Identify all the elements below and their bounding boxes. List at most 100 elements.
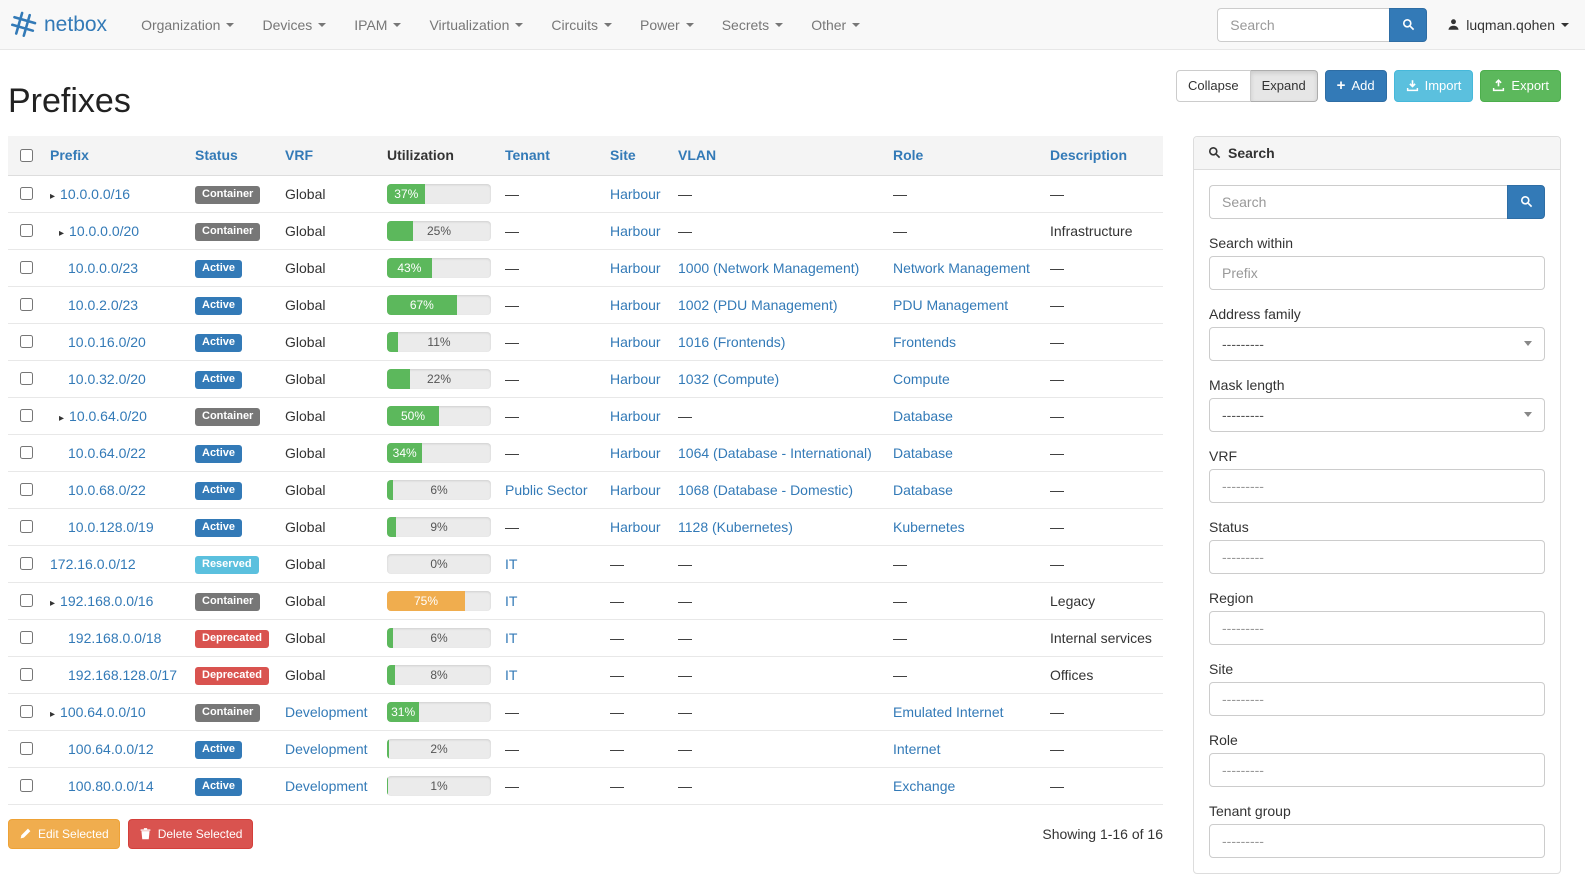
site-link[interactable]: Harbour xyxy=(610,481,661,498)
collapse-button[interactable]: Collapse xyxy=(1175,70,1251,102)
role-link[interactable]: Network Management xyxy=(893,259,1030,276)
global-search-button[interactable] xyxy=(1389,7,1428,42)
sidebar-search-button[interactable] xyxy=(1507,184,1545,219)
role-link[interactable]: Compute xyxy=(893,370,950,387)
row-checkbox[interactable] xyxy=(20,779,33,793)
vlan-link[interactable]: 1128 (Kubernetes) xyxy=(678,518,793,535)
column-header-tenant[interactable]: Tenant xyxy=(497,135,602,176)
expand-button[interactable]: Expand xyxy=(1250,70,1318,102)
column-header-vrf[interactable]: VRF xyxy=(277,135,379,176)
site-link[interactable]: Harbour xyxy=(610,259,661,276)
prefix-link[interactable]: 10.0.0.0/23 xyxy=(68,259,139,276)
filter-vrf-select[interactable]: --------- xyxy=(1209,468,1545,503)
nav-item-devices[interactable]: Devices xyxy=(248,0,340,50)
prefix-link[interactable]: 172.16.0.0/12 xyxy=(50,555,136,572)
nav-item-ipam[interactable]: IPAM xyxy=(340,0,415,50)
prefix-link[interactable]: 10.0.32.0/20 xyxy=(68,370,146,387)
vrf-link[interactable]: Development xyxy=(285,777,368,794)
nav-item-organization[interactable]: Organization xyxy=(127,0,248,50)
filter-region-select[interactable]: --------- xyxy=(1209,610,1545,645)
prefix-link[interactable]: 10.0.128.0/19 xyxy=(68,518,154,535)
nav-item-power[interactable]: Power xyxy=(626,0,708,50)
row-checkbox[interactable] xyxy=(20,446,33,460)
expand-caret-icon[interactable]: ▸ xyxy=(59,227,65,239)
row-checkbox[interactable] xyxy=(20,631,33,645)
role-link[interactable]: Emulated Internet xyxy=(893,703,1004,720)
role-link[interactable]: Frontends xyxy=(893,333,957,350)
row-checkbox[interactable] xyxy=(20,668,33,682)
column-header-description[interactable]: Description xyxy=(1042,135,1163,176)
vlan-link[interactable]: 1002 (PDU Management) xyxy=(678,296,838,313)
vlan-link[interactable]: 1000 (Network Management) xyxy=(678,259,860,276)
nav-item-circuits[interactable]: Circuits xyxy=(537,0,626,50)
expand-caret-icon[interactable]: ▸ xyxy=(50,190,56,202)
role-link[interactable]: Database xyxy=(893,481,953,498)
expand-caret-icon[interactable]: ▸ xyxy=(50,597,56,609)
site-link[interactable]: Harbour xyxy=(610,444,661,461)
vrf-link[interactable]: Development xyxy=(285,703,368,720)
row-checkbox[interactable] xyxy=(20,742,33,756)
filter-site-select[interactable]: --------- xyxy=(1209,681,1545,716)
export-button[interactable]: Export xyxy=(1480,70,1561,102)
column-header-status[interactable]: Status xyxy=(187,135,277,176)
prefix-link[interactable]: 10.0.2.0/23 xyxy=(68,296,139,313)
import-button[interactable]: Import xyxy=(1393,70,1474,102)
nav-item-virtualization[interactable]: Virtualization xyxy=(415,0,537,50)
prefix-link[interactable]: 10.0.0.0/20 xyxy=(69,222,140,239)
site-link[interactable]: Harbour xyxy=(610,296,661,313)
vrf-link[interactable]: Development xyxy=(285,740,368,757)
prefix-link[interactable]: 10.0.64.0/22 xyxy=(68,444,146,461)
vlan-link[interactable]: 1016 (Frontends) xyxy=(678,333,786,350)
tenant-link[interactable]: IT xyxy=(505,555,518,572)
add-button[interactable]: + Add xyxy=(1324,70,1387,102)
role-link[interactable]: Kubernetes xyxy=(893,518,965,535)
row-checkbox[interactable] xyxy=(20,705,33,719)
tenant-link[interactable]: IT xyxy=(505,592,518,609)
column-header-prefix[interactable]: Prefix xyxy=(42,135,187,176)
filter-tenant-group-select[interactable]: --------- xyxy=(1209,823,1545,858)
nav-item-secrets[interactable]: Secrets xyxy=(708,0,797,50)
prefix-link[interactable]: 192.168.0.0/16 xyxy=(60,592,154,609)
prefix-link[interactable]: 192.168.128.0/17 xyxy=(68,666,177,683)
role-link[interactable]: Exchange xyxy=(893,777,956,794)
tenant-link[interactable]: IT xyxy=(505,629,518,646)
role-link[interactable]: PDU Management xyxy=(893,296,1009,313)
role-link[interactable]: Internet xyxy=(893,740,941,757)
select-all-checkbox[interactable] xyxy=(20,148,33,162)
prefix-link[interactable]: 100.64.0.0/10 xyxy=(60,703,146,720)
site-link[interactable]: Harbour xyxy=(610,333,661,350)
sidebar-search-input[interactable] xyxy=(1209,184,1507,219)
row-checkbox[interactable] xyxy=(20,335,33,349)
column-header-vlan[interactable]: VLAN xyxy=(670,135,885,176)
site-link[interactable]: Harbour xyxy=(610,370,661,387)
column-header-site[interactable]: Site xyxy=(602,135,670,176)
row-checkbox[interactable] xyxy=(20,187,33,201)
prefix-link[interactable]: 10.0.64.0/20 xyxy=(69,407,147,424)
site-link[interactable]: Harbour xyxy=(610,185,661,202)
user-menu[interactable]: luqman.qohen xyxy=(1447,17,1573,33)
site-link[interactable]: Harbour xyxy=(610,407,661,424)
filter-role-select[interactable]: --------- xyxy=(1209,752,1545,787)
site-link[interactable]: Harbour xyxy=(610,518,661,535)
prefix-link[interactable]: 10.0.16.0/20 xyxy=(68,333,146,350)
filter-search-within-input[interactable] xyxy=(1209,255,1545,290)
vlan-link[interactable]: 1032 (Compute) xyxy=(678,370,780,387)
row-checkbox[interactable] xyxy=(20,224,33,238)
vlan-link[interactable]: 1068 (Database - Domestic) xyxy=(678,481,854,498)
row-checkbox[interactable] xyxy=(20,520,33,534)
tenant-link[interactable]: IT xyxy=(505,666,518,683)
prefix-link[interactable]: 100.80.0.0/14 xyxy=(68,777,154,794)
global-search-input[interactable] xyxy=(1217,7,1390,42)
filter-status-select[interactable]: --------- xyxy=(1209,539,1545,574)
row-checkbox[interactable] xyxy=(20,298,33,312)
edit-selected-button[interactable]: Edit Selected xyxy=(8,818,120,849)
nav-item-other[interactable]: Other xyxy=(797,0,874,50)
prefix-link[interactable]: 10.0.68.0/22 xyxy=(68,481,146,498)
row-checkbox[interactable] xyxy=(20,594,33,608)
filter-address-family-select[interactable]: --------- xyxy=(1209,326,1545,361)
row-checkbox[interactable] xyxy=(20,557,33,571)
tenant-link[interactable]: Public Sector xyxy=(505,481,588,498)
role-link[interactable]: Database xyxy=(893,407,953,424)
row-checkbox[interactable] xyxy=(20,409,33,423)
prefix-link[interactable]: 192.168.0.0/18 xyxy=(68,629,162,646)
